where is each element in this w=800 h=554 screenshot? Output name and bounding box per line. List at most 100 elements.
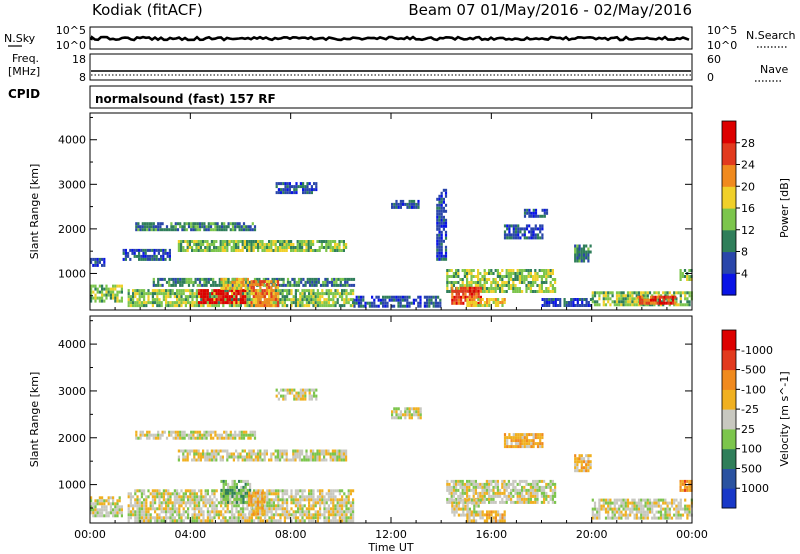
echo-cell <box>168 433 171 437</box>
echo-cell <box>332 295 335 299</box>
echo-cell <box>236 433 239 437</box>
echo-cell <box>250 500 253 504</box>
echo-cell <box>171 519 174 523</box>
echo-cell <box>549 479 552 483</box>
echo-cell <box>540 287 543 290</box>
echo-cell <box>468 516 471 520</box>
echo-cell <box>309 243 312 246</box>
echo-cell <box>171 501 174 505</box>
echo-cell <box>101 293 104 297</box>
echo-cell <box>483 269 486 272</box>
echo-cell <box>438 197 441 201</box>
echo-cell <box>548 298 551 301</box>
echo-cell <box>304 280 307 284</box>
echo-cell <box>545 287 548 290</box>
echo-cell <box>492 301 495 304</box>
echo-cell <box>261 240 264 243</box>
echo-cell <box>242 504 245 508</box>
echo-cell <box>622 294 625 298</box>
echo-cell <box>253 436 257 440</box>
echo-cell <box>272 501 275 505</box>
echo-cell <box>288 292 291 296</box>
echo-cell <box>276 286 280 290</box>
echo-cell <box>282 388 285 392</box>
echo-cell <box>281 498 284 502</box>
echo-cell <box>512 494 515 498</box>
echo-cell <box>303 243 306 246</box>
colorbar-tick-label: 8 <box>741 246 748 259</box>
echo-cell <box>140 248 143 252</box>
echo-cell <box>263 246 266 249</box>
echo-cell <box>596 513 599 517</box>
echo-cell <box>635 297 638 301</box>
echo-cell <box>138 254 141 258</box>
echo-cell <box>397 416 400 420</box>
echo-cell <box>303 498 306 502</box>
echo-cell <box>331 246 334 249</box>
echo-cell <box>138 251 141 255</box>
echo-cell <box>276 452 279 456</box>
echo-cell <box>483 275 486 278</box>
echo-cell <box>308 492 311 496</box>
echo-cell <box>254 280 258 284</box>
echo-cell <box>228 304 231 308</box>
echo-cell <box>488 287 491 290</box>
echo-cell <box>525 284 528 287</box>
echo-cell <box>349 507 352 511</box>
echo-cell <box>654 295 657 299</box>
echo-cell <box>297 277 301 281</box>
echo-cell <box>494 281 497 284</box>
echo-cell <box>263 491 266 495</box>
echo-cell <box>250 492 253 496</box>
echo-cell <box>265 298 269 302</box>
echo-cell <box>308 280 312 284</box>
echo-cell <box>677 291 680 295</box>
echo-cell <box>501 479 504 483</box>
echo-cell <box>187 489 190 493</box>
echo-cell <box>415 407 418 411</box>
echo-cell <box>233 280 236 284</box>
echo-cell <box>490 284 493 287</box>
echo-cell <box>494 479 497 483</box>
echo-cell <box>168 280 171 284</box>
echo-cell <box>90 502 93 506</box>
echo-cell <box>151 301 154 305</box>
echo-cell <box>302 388 305 392</box>
echo-cell <box>184 289 187 293</box>
echo-cell <box>360 304 363 308</box>
echo-cell <box>273 277 276 281</box>
echo-cell <box>154 489 157 493</box>
echo-cell <box>462 292 465 296</box>
echo-cell <box>290 519 293 523</box>
echo-cell <box>677 516 680 520</box>
echo-cell <box>135 228 138 232</box>
echo-cell <box>129 301 132 305</box>
echo-cell <box>176 295 179 299</box>
echo-cell <box>237 519 240 523</box>
echo-cell <box>444 221 448 225</box>
echo-cell <box>280 283 283 287</box>
echo-cell <box>154 498 157 502</box>
echo-cell <box>277 489 280 493</box>
echo-cell <box>334 489 337 493</box>
echo-cell <box>246 479 249 483</box>
echo-cell <box>345 507 348 511</box>
echo-cell <box>488 485 491 489</box>
echo-cell <box>235 280 238 284</box>
echo-cell <box>539 224 542 228</box>
echo-cell <box>508 236 511 240</box>
echo-cell <box>275 495 278 499</box>
echo-cell <box>297 394 300 398</box>
echo-cell <box>519 236 522 240</box>
echo-cell <box>645 298 648 302</box>
echo-cell <box>410 199 413 203</box>
echo-cell <box>238 222 241 226</box>
echo-cell <box>545 485 548 489</box>
echo-cell <box>90 284 93 288</box>
echo-cell <box>507 275 510 278</box>
echo-cell <box>325 458 328 462</box>
echo-cell <box>133 251 136 255</box>
echo-cell <box>235 449 238 453</box>
echo-cell <box>302 188 305 192</box>
echo-cell <box>677 504 680 508</box>
